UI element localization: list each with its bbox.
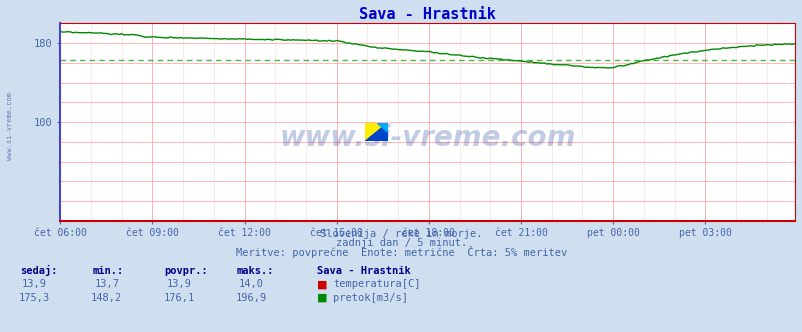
Text: sedaj:: sedaj:: [20, 265, 58, 276]
Text: 175,3: 175,3: [19, 293, 50, 303]
Text: 196,9: 196,9: [236, 293, 266, 303]
Text: min.:: min.:: [92, 266, 124, 276]
Polygon shape: [376, 123, 387, 132]
Polygon shape: [365, 123, 387, 141]
Text: povpr.:: povpr.:: [164, 266, 208, 276]
Text: Slovenija / reke in morje.: Slovenija / reke in morje.: [320, 229, 482, 239]
Text: zadnji dan / 5 minut.: zadnji dan / 5 minut.: [335, 238, 467, 248]
Text: Meritve: povprečne  Enote: metrične  Črta: 5% meritev: Meritve: povprečne Enote: metrične Črta:…: [236, 246, 566, 258]
Text: 13,9: 13,9: [22, 279, 47, 289]
Text: maks.:: maks.:: [237, 266, 274, 276]
Text: ■: ■: [317, 293, 327, 303]
Text: 148,2: 148,2: [91, 293, 122, 303]
Text: 14,0: 14,0: [238, 279, 264, 289]
Text: pretok[m3/s]: pretok[m3/s]: [333, 293, 407, 303]
Title: Sava - Hrastnik: Sava - Hrastnik: [358, 7, 496, 22]
Text: ■: ■: [317, 279, 327, 289]
Text: www.si-vreme.com: www.si-vreme.com: [279, 124, 575, 152]
Text: Sava - Hrastnik: Sava - Hrastnik: [317, 266, 411, 276]
Polygon shape: [365, 123, 387, 141]
Text: temperatura[C]: temperatura[C]: [333, 279, 420, 289]
Text: www.si-vreme.com: www.si-vreme.com: [6, 92, 13, 160]
Text: 13,7: 13,7: [94, 279, 119, 289]
Text: 13,9: 13,9: [166, 279, 192, 289]
Text: 176,1: 176,1: [164, 293, 194, 303]
